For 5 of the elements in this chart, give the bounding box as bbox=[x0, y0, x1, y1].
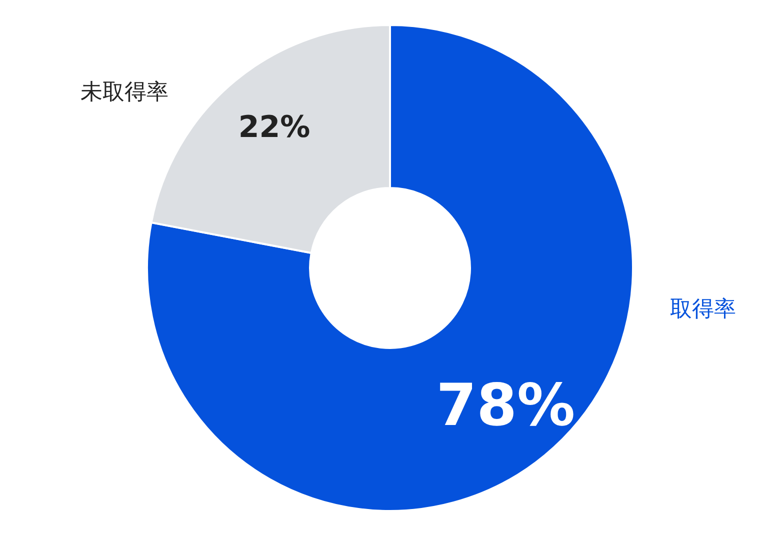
donut-slice bbox=[146, 24, 634, 512]
slice-label: 取得率 bbox=[670, 296, 736, 322]
data-label: 22% bbox=[238, 110, 310, 146]
data-label: 78% bbox=[436, 370, 576, 439]
slice-label: 未取得率 bbox=[80, 80, 169, 105]
